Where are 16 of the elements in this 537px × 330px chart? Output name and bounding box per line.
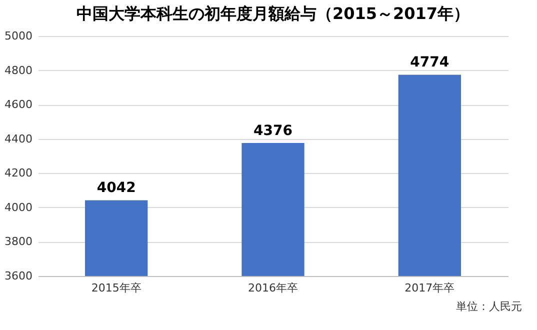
y-tick-label: 3800	[4, 235, 32, 248]
y-tick-label: 4200	[4, 166, 32, 180]
data-label: 4774	[410, 54, 450, 71]
x-tick-label: 2017年卒	[404, 282, 455, 294]
x-tick-label: 2015年卒	[91, 282, 142, 294]
chart-title: 中国大学本科生の初年度月額給与（2015～2017年）	[76, 4, 470, 23]
y-tick-label: 3600	[4, 270, 32, 282]
y-tick-label: 4600	[4, 98, 32, 112]
data-label: 4042	[96, 180, 136, 196]
y-tick-label: 5000	[4, 30, 32, 42]
y-tick-label: 4800	[4, 64, 32, 77]
y-tick-label: 4400	[4, 132, 32, 146]
y-tick-label: 4000	[4, 200, 32, 214]
x-tick-label: 2016年卒	[248, 282, 298, 294]
data-label: 4376	[254, 122, 292, 139]
text: 単位：人民元	[455, 299, 522, 314]
